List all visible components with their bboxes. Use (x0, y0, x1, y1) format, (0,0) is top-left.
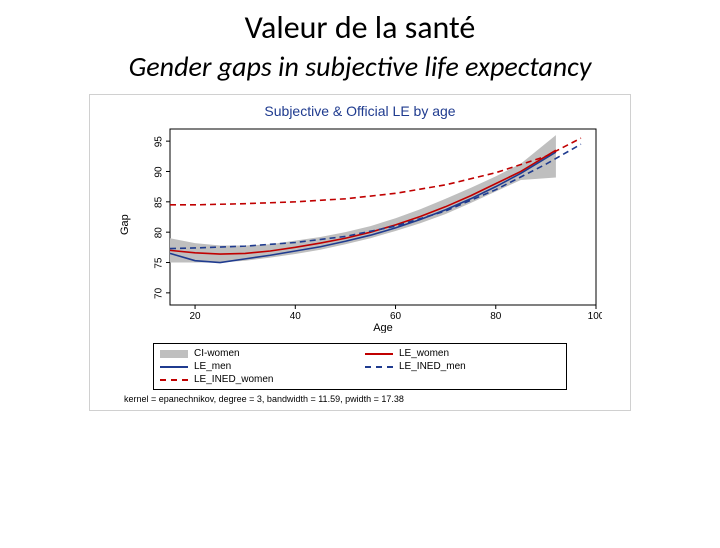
chart-svg: 70 75 80 85 90 95 20 40 60 80 100 Age (132, 123, 602, 333)
svg-text:100: 100 (588, 311, 602, 322)
legend-item: LE_INED_women (160, 374, 355, 385)
svg-text:80: 80 (154, 227, 165, 239)
legend-line-icon (365, 366, 393, 368)
y-axis-label: Gap (119, 221, 131, 235)
chart-title: Subjective & Official LE by age (90, 103, 630, 119)
svg-text:95: 95 (154, 136, 165, 148)
legend-line-icon (160, 366, 188, 368)
legend-label: LE_women (399, 348, 449, 359)
page-subtitle: Gender gaps in subjective life expectanc… (0, 49, 720, 84)
svg-text:60: 60 (390, 311, 402, 322)
chart-footnote: kernel = epanechnikov, degree = 3, bandw… (124, 394, 630, 404)
legend-label: LE_INED_women (194, 374, 273, 385)
svg-text:80: 80 (490, 311, 502, 322)
legend-line-icon (160, 379, 188, 381)
legend-label: LE_INED_men (399, 361, 466, 372)
svg-text:90: 90 (154, 166, 165, 178)
svg-text:Age: Age (373, 322, 393, 333)
legend-swatch-icon (160, 350, 188, 358)
svg-text:75: 75 (154, 257, 165, 269)
svg-text:40: 40 (290, 311, 302, 322)
svg-text:70: 70 (154, 287, 165, 299)
legend-item: LE_men (160, 361, 355, 372)
legend-label: LE_men (194, 361, 231, 372)
legend-item: LE_women (365, 348, 560, 359)
svg-text:20: 20 (189, 311, 201, 322)
legend-label: CI-women (194, 348, 240, 359)
slide: Valeur de la santé Gender gaps in subjec… (0, 8, 720, 548)
legend-item: CI-women (160, 348, 355, 359)
legend: CI-women LE_women LE_men LE_INED_men LE_INED… (153, 343, 567, 390)
plot-area: Gap 70 75 80 85 90 95 20 40 60 80 100 Age (90, 123, 630, 333)
svg-text:85: 85 (154, 196, 165, 208)
legend-item: LE_INED_men (365, 361, 560, 372)
chart-container: Subjective & Official LE by age Gap 70 75… (89, 94, 631, 411)
page-title: Valeur de la santé (0, 8, 720, 47)
legend-line-icon (365, 353, 393, 355)
